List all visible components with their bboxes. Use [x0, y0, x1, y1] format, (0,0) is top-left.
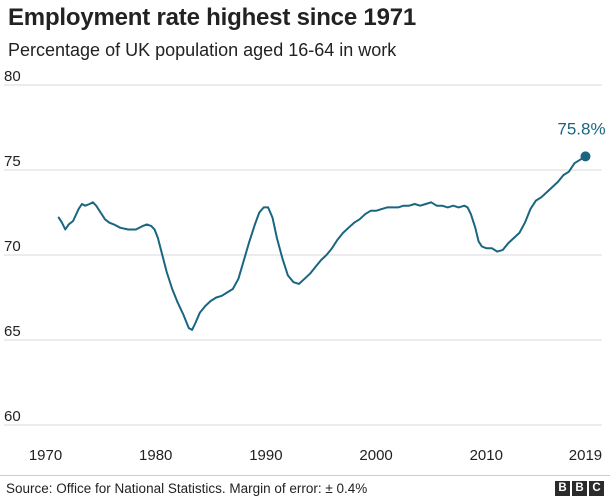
bbc-logo: B B C	[555, 481, 604, 496]
logo-letter-b1: B	[555, 481, 570, 496]
x-tick-label-2019: 2019	[569, 447, 602, 464]
y-tick-label-80: 80	[4, 68, 21, 85]
line-chart: 60 65 70 75 80 1970 1980 1990 2000 2010 2019 75.8…	[4, 68, 606, 464]
x-tick-label-2010: 2010	[470, 447, 503, 464]
y-tick-label-65: 65	[4, 323, 21, 340]
y-tick-label-75: 75	[4, 153, 21, 170]
chart-title: Employment rate highest since 1971	[8, 4, 417, 31]
gridlines	[4, 84, 602, 426]
chart-subtitle: Percentage of UK population aged 16-64 i…	[8, 40, 397, 60]
logo-letter-c: C	[589, 481, 604, 496]
y-tick-label-60: 60	[4, 408, 21, 425]
latest-data-point	[580, 151, 591, 162]
x-tick-label-1990: 1990	[249, 447, 282, 464]
x-tick-label-1980: 1980	[139, 447, 172, 464]
employment-rate-line	[57, 155, 587, 331]
x-tick-label-1970: 1970	[29, 447, 62, 464]
latest-value-label: 75.8%	[557, 119, 605, 138]
logo-letter-b2: B	[572, 481, 587, 496]
source-note: Source: Office for National Statistics. …	[6, 481, 368, 496]
footer-divider	[0, 475, 610, 476]
x-axis-ticks: 1970 1980 1990 2000 2010 2019	[29, 447, 602, 464]
y-tick-label-70: 70	[4, 238, 21, 255]
x-tick-label-2000: 2000	[359, 447, 392, 464]
y-axis-ticks: 60 65 70 75 80	[4, 68, 21, 425]
